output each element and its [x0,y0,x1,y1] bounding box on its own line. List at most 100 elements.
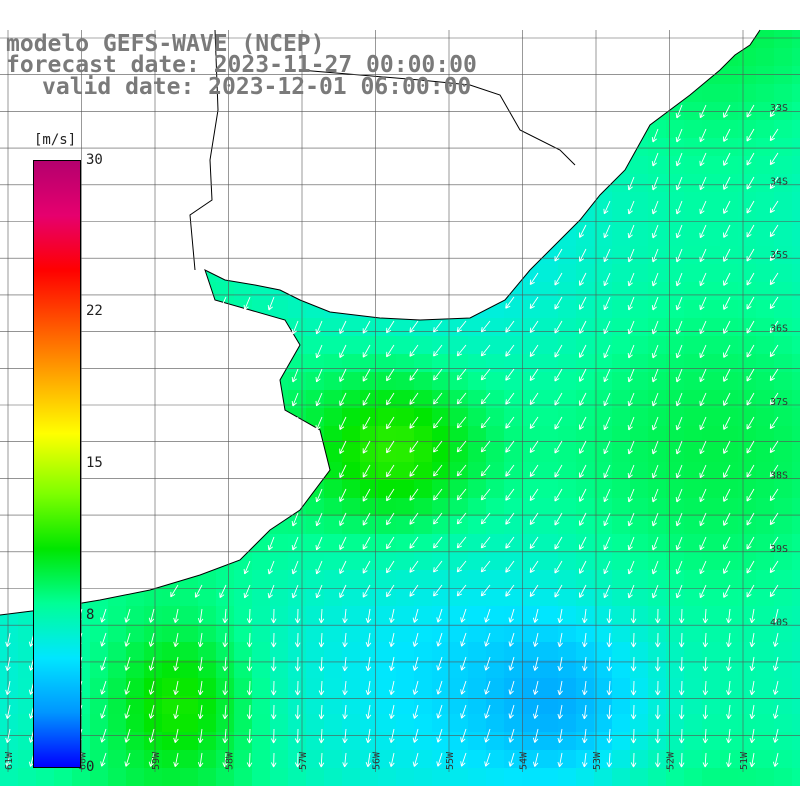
wind-arrow [342,752,348,768]
wind-arrow [267,296,275,311]
wind-arrow [529,560,539,573]
wind-arrow [699,248,707,263]
field-cell [432,552,450,570]
field-cell [756,480,774,498]
field-cell [450,462,468,480]
wind-arrow [532,704,539,719]
lon-label: 59W [151,751,162,770]
wind-arrow [5,752,11,767]
field-cell [360,714,378,732]
wind-arrow [699,128,707,143]
field-cell [594,408,612,426]
field-cell [594,210,612,228]
field-cell [504,354,522,372]
wind-arrow [148,632,155,647]
field-cell [738,138,756,156]
field-cell [612,714,630,732]
field-cell [432,714,450,732]
field-cell [666,336,684,354]
field-cell [576,318,594,336]
field-cell [360,516,378,534]
wind-arrow [627,224,635,239]
wind-arrow [772,728,779,743]
field-cell [342,732,360,750]
wind-arrow [630,728,637,744]
field-cell [306,408,324,426]
field-cell [594,624,612,642]
field-cell [468,444,486,462]
field-cell [558,696,576,714]
field-cell [522,624,540,642]
field-cell [792,30,800,48]
field-cell [630,300,648,318]
wind-arrow [579,248,587,262]
field-cell [414,318,432,336]
wind-arrow [484,608,491,623]
field-cell [630,660,648,678]
wind-arrow [746,128,755,142]
field-cell [756,48,774,66]
wind-arrow [554,440,563,454]
field-cell [684,174,702,192]
forecast-date: forecast date: 2023-11-27 00:00:00 [6,52,477,78]
field-cell [324,678,342,696]
field-cell [774,138,792,156]
field-cell [666,318,684,336]
field-cell [738,318,756,336]
field-cell [684,498,702,516]
field-cell [612,732,630,750]
field-cell [432,570,450,588]
wind-arrow [409,536,419,549]
wind-arrow [630,704,637,720]
field-cell [684,282,702,300]
field-cell [396,516,414,534]
wind-arrow [746,344,755,358]
wind-arrow [315,560,323,575]
wind-arrow [769,512,779,526]
wind-arrow [484,704,491,719]
wind-arrow [603,320,611,335]
field-cell [396,660,414,678]
field-cell [720,462,738,480]
field-cell [792,498,800,516]
field-cell [666,156,684,174]
wind-arrow [699,272,707,287]
wind-arrow [723,392,731,406]
wind-arrow [5,656,11,671]
wind-arrow [749,656,756,672]
wind-arrow [529,344,539,357]
field-cell [180,696,198,714]
field-cell [504,372,522,390]
wind-arrow [433,488,443,501]
wind-arrow [456,488,467,501]
field-cell [558,714,576,732]
wind-arrow [291,512,299,527]
field-cell [414,372,432,390]
field-cell [306,534,324,552]
wind-arrow [699,560,707,575]
field-cell [486,516,504,534]
field-cell [792,624,800,642]
field-cell [756,732,774,750]
field-cell [450,408,468,426]
field-cell [684,732,702,750]
field-cell [486,426,504,444]
field-cell [612,588,630,606]
field-cell [468,714,486,732]
wind-arrow [678,752,685,768]
field-cell [612,192,630,210]
field-cell [612,390,630,408]
wind-arrow [699,536,707,551]
field-cell [684,606,702,624]
field-cell [558,534,576,552]
field-cell [702,534,720,552]
field-cell [702,120,720,138]
wind-arrow [579,512,587,526]
field-cell [702,462,720,480]
field-cell [522,480,540,498]
field-cell [792,228,800,246]
wind-arrow [579,584,587,598]
field-cell [648,480,666,498]
field-cell [468,372,486,390]
wind-arrow [699,224,707,239]
